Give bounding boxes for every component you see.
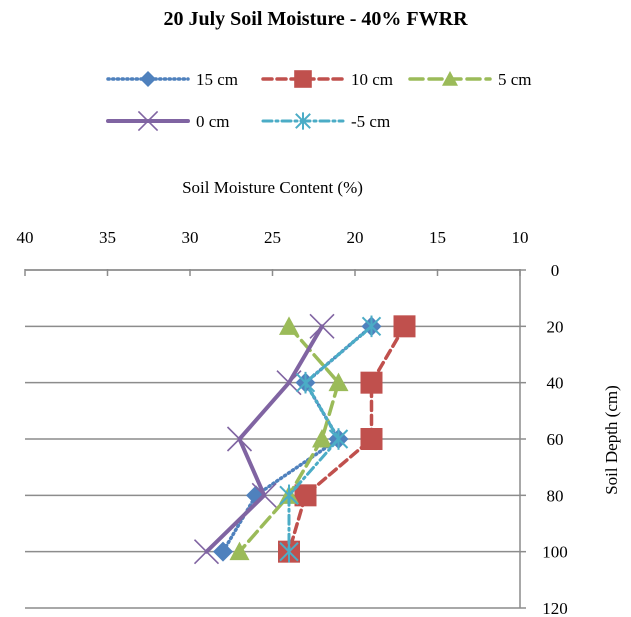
chart-title: 20 July Soil Moisture - 40% FWRR	[163, 8, 468, 30]
marker-stroke	[251, 482, 277, 508]
x-tick-label: 20	[347, 228, 364, 247]
data-point	[328, 428, 349, 450]
data-point	[309, 313, 335, 339]
legend-label: 5 cm	[498, 70, 532, 89]
data-point	[393, 315, 416, 338]
data-point	[328, 372, 349, 392]
legend-marker	[442, 71, 458, 86]
x-tick-label: 10	[512, 228, 529, 247]
y-tick-label: 80	[547, 486, 564, 505]
y-tick-label: 120	[542, 599, 568, 617]
data-point	[294, 484, 317, 507]
x-tick-label: 35	[99, 228, 116, 247]
data-point	[226, 426, 253, 452]
data-point	[229, 541, 250, 561]
legend-item: -5 cm	[261, 112, 390, 131]
x-tick-label: 15	[429, 228, 446, 247]
marker-stroke	[309, 313, 335, 339]
legend-item: 10 cm	[261, 70, 393, 89]
data-point	[360, 371, 383, 394]
x-tick-label: 25	[264, 228, 281, 247]
data-point	[279, 540, 299, 563]
data-point	[312, 429, 332, 448]
grid-lines	[25, 269, 520, 609]
series-0cm	[193, 313, 335, 565]
marker-stroke	[193, 539, 220, 565]
legend-marker	[294, 70, 312, 88]
legend-item: 0 cm	[106, 110, 230, 132]
data-point	[295, 371, 316, 394]
y-tick-label: 0	[551, 261, 560, 280]
data-point	[193, 539, 220, 565]
data-point	[251, 482, 277, 508]
y-tick-label: 40	[547, 374, 564, 393]
series-10cm	[278, 315, 416, 563]
legend: 15 cm 10 cm 5 cm 0 cm -5 cm	[106, 70, 532, 132]
marker-stroke	[226, 426, 253, 452]
y-tick-label: 60	[547, 430, 564, 449]
series-lines	[193, 313, 416, 565]
data-point	[360, 428, 383, 450]
x-tick-label: 30	[182, 228, 199, 247]
legend-label: 10 cm	[351, 70, 393, 89]
data-point	[279, 484, 299, 507]
legend-label: -5 cm	[351, 112, 390, 131]
y-tick-label: 100	[542, 543, 568, 562]
legend-label: 0 cm	[196, 112, 230, 131]
y-tick-label: 20	[547, 317, 564, 336]
legend-item: 5 cm	[408, 70, 532, 89]
x-axis-label: Soil Moisture Content (%)	[182, 178, 363, 197]
legend-label: 15 cm	[196, 70, 238, 89]
series-minus5cm	[279, 315, 382, 563]
x-tick-label: 40	[17, 228, 34, 247]
data-point	[213, 541, 233, 562]
data-point	[279, 316, 299, 335]
legend-item: 15 cm	[106, 70, 238, 89]
legend-marker	[140, 71, 156, 87]
legend-marker	[295, 112, 311, 130]
marker-stroke	[137, 110, 159, 132]
legend-marker	[137, 110, 159, 132]
data-point	[361, 315, 382, 338]
